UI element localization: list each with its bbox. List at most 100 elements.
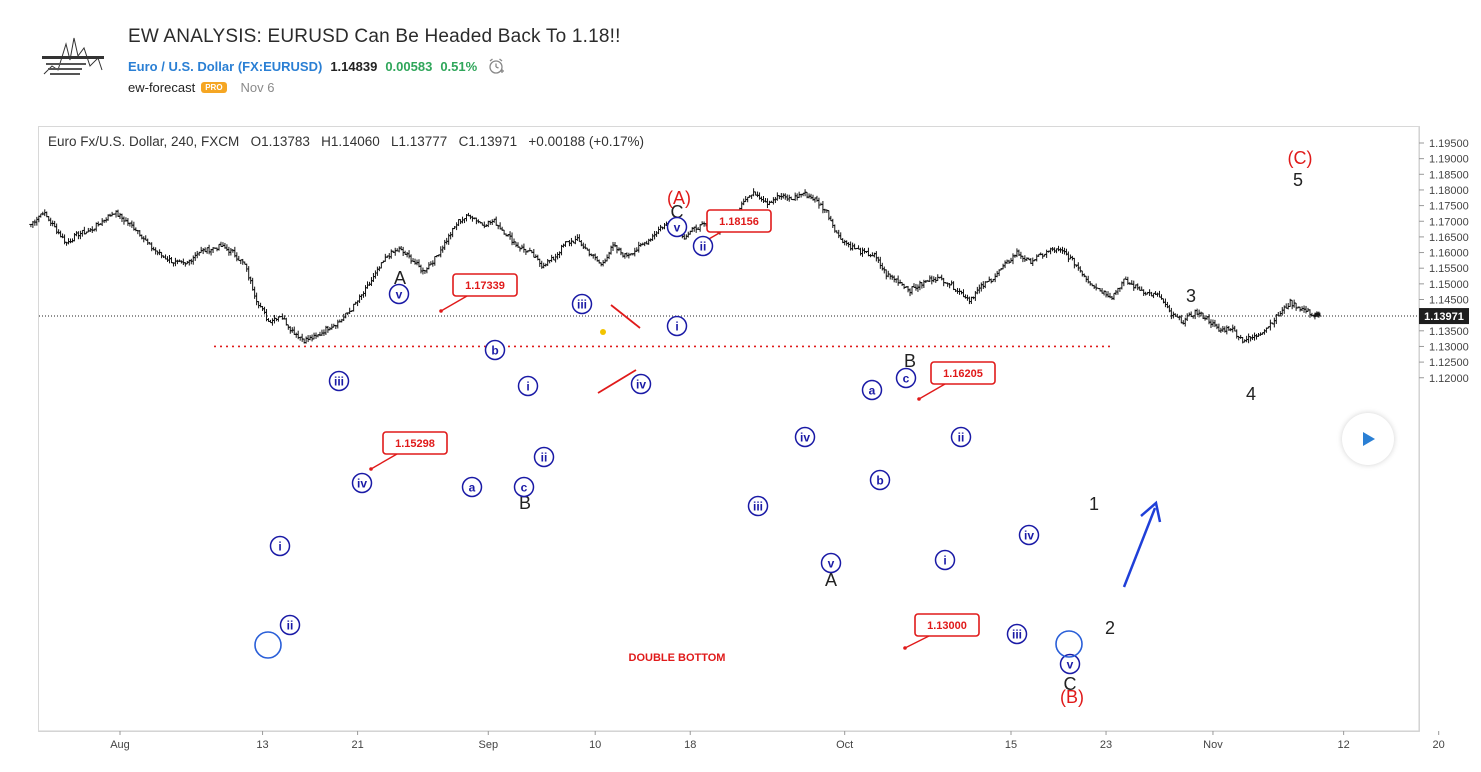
- price-bars: [29, 188, 1322, 344]
- price-bar: [851, 242, 855, 251]
- price-bar: [270, 318, 275, 326]
- price-bar: [1171, 311, 1175, 319]
- price-bar: [159, 251, 164, 259]
- x-tick-label: 10: [589, 739, 601, 751]
- price-bar: [1207, 314, 1211, 325]
- price-bar: [761, 195, 766, 204]
- price-bar: [981, 281, 985, 290]
- alarm-clock-icon[interactable]: [487, 57, 505, 75]
- price-bar: [35, 216, 39, 226]
- price-bar: [413, 258, 417, 265]
- y-tick-label: 1.13500: [1429, 326, 1469, 338]
- price-bar: [310, 334, 314, 342]
- price-bar: [771, 197, 775, 205]
- price-bar: [1094, 283, 1098, 291]
- price-bar: [118, 212, 122, 220]
- idea-title[interactable]: EW ANALYSIS: EURUSD Can Be Headed Back T…: [128, 26, 621, 47]
- price-bar: [827, 210, 831, 221]
- price-bar: [510, 232, 514, 246]
- y-tick-label: 1.17000: [1429, 216, 1469, 228]
- price-bar: [183, 262, 187, 267]
- price-bar: [1199, 311, 1203, 317]
- price-bar: [860, 247, 865, 257]
- symbol-code[interactable]: (FX:EURUSD): [237, 58, 323, 74]
- price-bar: [898, 279, 902, 284]
- price-bar: [809, 193, 813, 200]
- y-tick-label: 1.17500: [1429, 201, 1469, 213]
- wave-circle-label: c: [521, 481, 528, 495]
- price-bar: [880, 262, 884, 271]
- wave-circle-label: v: [674, 221, 681, 235]
- price-tag-label: 1.13000: [927, 620, 967, 632]
- symbol-name[interactable]: Euro / U.S. Dollar: [128, 58, 235, 74]
- y-tick-label: 1.16000: [1429, 248, 1469, 260]
- price-bar: [831, 218, 835, 228]
- price-bar: [383, 253, 387, 262]
- price-bar: [294, 332, 298, 338]
- price-bar: [951, 281, 956, 291]
- high-label: H: [321, 134, 331, 149]
- price-bar: [1268, 319, 1272, 331]
- price-bar: [409, 254, 413, 264]
- price-bar: [306, 335, 310, 343]
- price-bar: [68, 238, 73, 244]
- price-bar: [821, 201, 825, 214]
- wave-circle: c: [895, 367, 917, 389]
- price-bar: [352, 303, 356, 312]
- price-bar: [1290, 299, 1294, 310]
- price-bar: [387, 253, 391, 260]
- price-bar: [462, 218, 467, 224]
- wave-circle-label: v: [828, 557, 835, 571]
- price-bar: [217, 243, 221, 251]
- wave-circle-label: ii: [541, 451, 548, 465]
- price-bar: [1132, 280, 1136, 291]
- price-bar: [777, 195, 781, 200]
- price-bar: [219, 241, 223, 248]
- price-bar: [839, 232, 843, 240]
- price-bar: [837, 229, 841, 239]
- wave-circle: i: [269, 535, 291, 557]
- wave-circle: ii: [692, 235, 714, 257]
- price-tag-label: 1.16205: [943, 368, 983, 380]
- x-tick-label: 21: [351, 739, 363, 751]
- double-bottom-label: DOUBLE BOTTOM: [629, 652, 726, 664]
- price-bar: [1292, 299, 1296, 308]
- price-bar: [1019, 251, 1023, 259]
- wave-label: C: [671, 202, 684, 222]
- price-bar: [100, 218, 104, 227]
- wave-circle-label: iv: [636, 378, 646, 392]
- play-icon: [1363, 432, 1375, 446]
- y-tick-label: 1.12000: [1429, 373, 1469, 385]
- price-bar: [613, 241, 617, 248]
- logo-icon[interactable]: [40, 30, 106, 92]
- price-bar: [1035, 254, 1039, 262]
- wave-circle-label: iii: [334, 375, 344, 389]
- price-change-percent: 0.51%: [440, 58, 478, 74]
- price-bar: [1215, 323, 1219, 330]
- price-bar: [348, 307, 352, 314]
- price-bar: [199, 246, 203, 254]
- price-bar: [96, 221, 100, 227]
- price-bar: [427, 262, 431, 270]
- y-tick-label: 1.13000: [1429, 341, 1469, 353]
- price-bar: [942, 277, 946, 287]
- price-bar: [1239, 334, 1243, 339]
- price-bar: [405, 252, 409, 258]
- price-bar: [977, 284, 981, 294]
- price-bar: [755, 191, 760, 198]
- price-bar: [1003, 260, 1007, 269]
- price-bar: [627, 252, 631, 259]
- wave-circle: i: [517, 375, 539, 397]
- y-tick-label: 1.19000: [1429, 154, 1469, 166]
- author-name[interactable]: ew-forecast: [128, 80, 196, 95]
- price-bar: [967, 296, 972, 305]
- price-bar: [635, 247, 639, 252]
- price-bar: [1155, 292, 1160, 297]
- price-bar: [1225, 325, 1229, 335]
- price-bar: [433, 256, 437, 266]
- wave-circle-label: a: [469, 481, 476, 495]
- play-button[interactable]: [1342, 413, 1394, 465]
- price-bar: [1262, 329, 1267, 335]
- price-bar: [995, 270, 999, 278]
